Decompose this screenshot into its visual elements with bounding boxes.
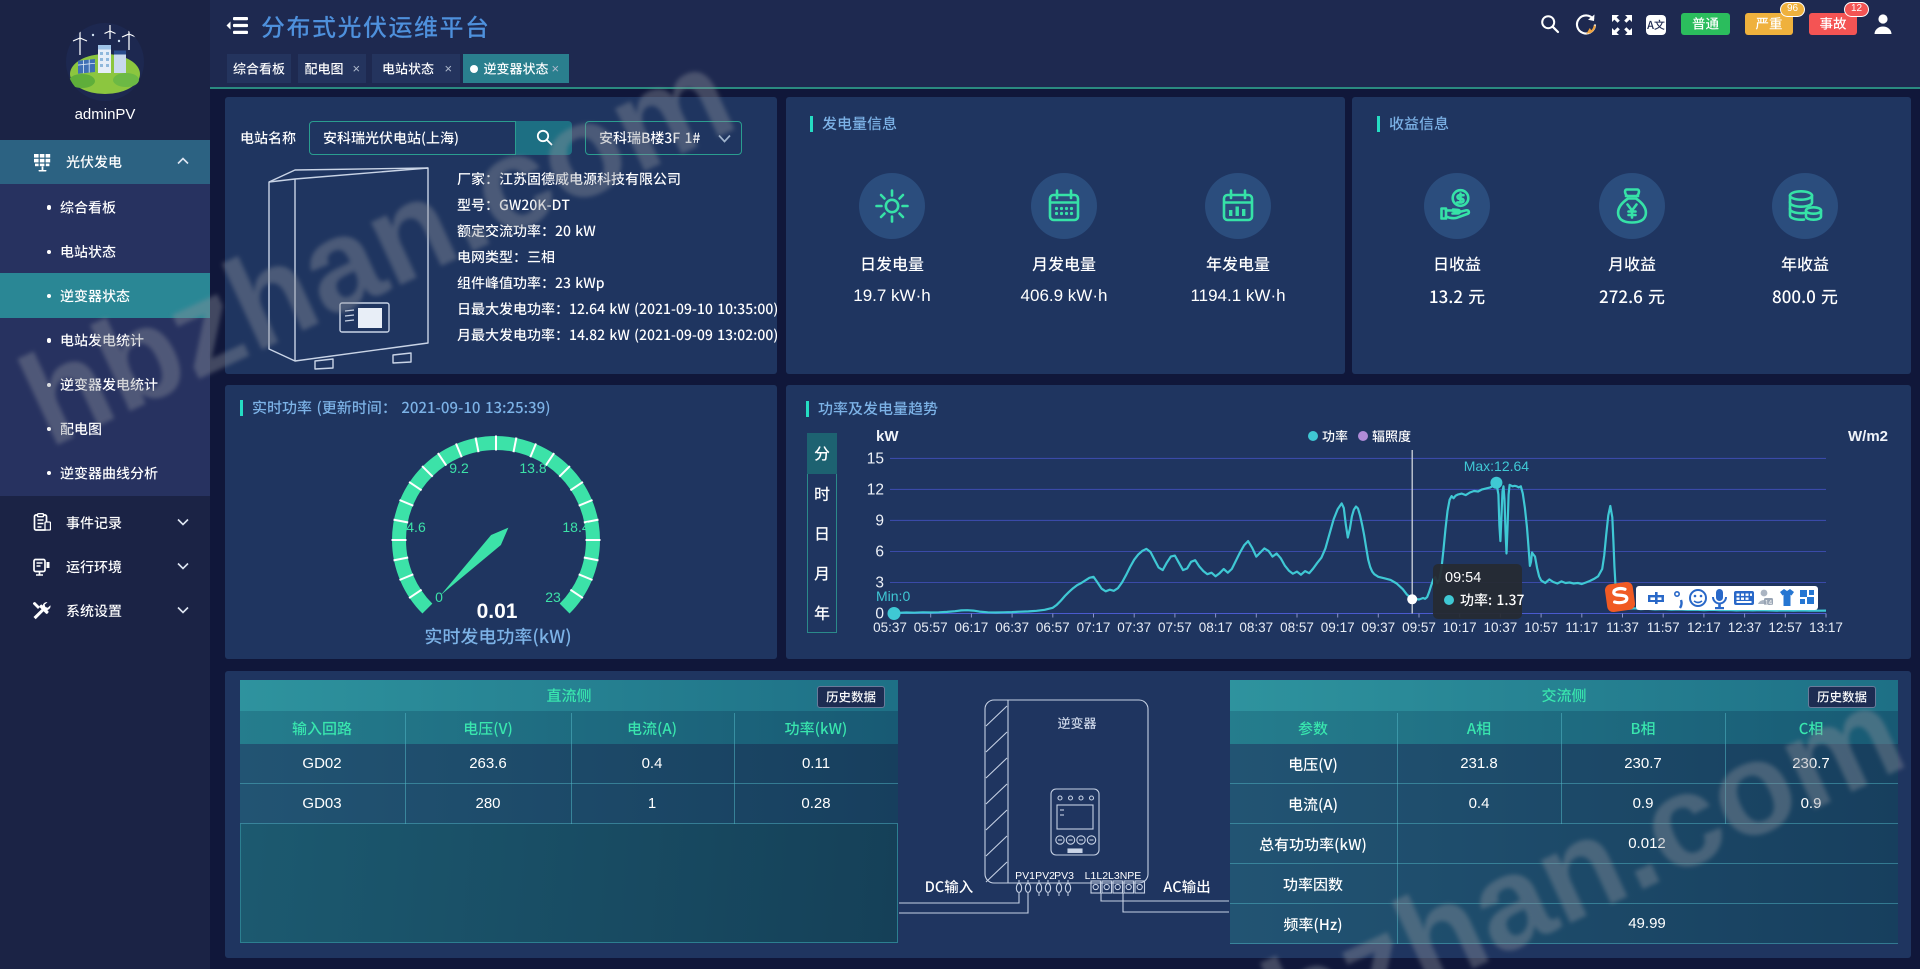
svg-text:08:17: 08:17: [1199, 620, 1233, 635]
svg-text:4.6: 4.6: [406, 519, 426, 535]
svg-text:6: 6: [875, 544, 884, 561]
svg-text:Min:0: Min:0: [876, 588, 910, 604]
svg-text:12: 12: [867, 481, 884, 498]
svg-text:08:57: 08:57: [1280, 620, 1314, 635]
svg-text:0: 0: [435, 589, 443, 605]
svg-text:11:17: 11:17: [1565, 620, 1598, 635]
svg-text:12:37: 12:37: [1728, 620, 1762, 635]
svg-text:07:17: 07:17: [1077, 620, 1111, 635]
svg-text:3: 3: [875, 575, 884, 592]
svg-text:10:57: 10:57: [1524, 620, 1558, 635]
svg-text:11:37: 11:37: [1606, 620, 1639, 635]
svg-text:08:37: 08:37: [1239, 620, 1273, 635]
svg-text:09:57: 09:57: [1402, 620, 1436, 635]
svg-text:18.4: 18.4: [562, 519, 589, 535]
svg-text:W/m2: W/m2: [1848, 428, 1888, 445]
svg-text:9.2: 9.2: [449, 460, 469, 476]
svg-text:13:17: 13:17: [1809, 620, 1843, 635]
svg-text:23: 23: [545, 589, 561, 605]
svg-text:10:37: 10:37: [1484, 620, 1518, 635]
svg-text:07:37: 07:37: [1117, 620, 1151, 635]
svg-text:10:17: 10:17: [1443, 620, 1477, 635]
svg-text:09:37: 09:37: [1361, 620, 1395, 635]
svg-text:12:17: 12:17: [1687, 620, 1721, 635]
svg-text:07:57: 07:57: [1158, 620, 1192, 635]
svg-text:13.8: 13.8: [519, 460, 546, 476]
svg-text:Max:12.64: Max:12.64: [1464, 458, 1530, 474]
svg-text:0.01: 0.01: [477, 600, 518, 623]
svg-text:06:17: 06:17: [955, 620, 989, 635]
svg-text:14: 14: [1765, 600, 1773, 607]
svg-text:15: 15: [867, 450, 884, 467]
svg-text:05:57: 05:57: [914, 620, 948, 635]
svg-text:09:17: 09:17: [1321, 620, 1355, 635]
svg-text:0: 0: [875, 606, 884, 623]
svg-text:11:57: 11:57: [1647, 620, 1680, 635]
svg-text:9: 9: [875, 512, 884, 529]
svg-text:12:57: 12:57: [1768, 620, 1802, 635]
svg-text:06:57: 06:57: [1036, 620, 1070, 635]
svg-text:06:37: 06:37: [995, 620, 1029, 635]
svg-text:kW: kW: [876, 428, 899, 445]
svg-text:05:37: 05:37: [873, 620, 907, 635]
